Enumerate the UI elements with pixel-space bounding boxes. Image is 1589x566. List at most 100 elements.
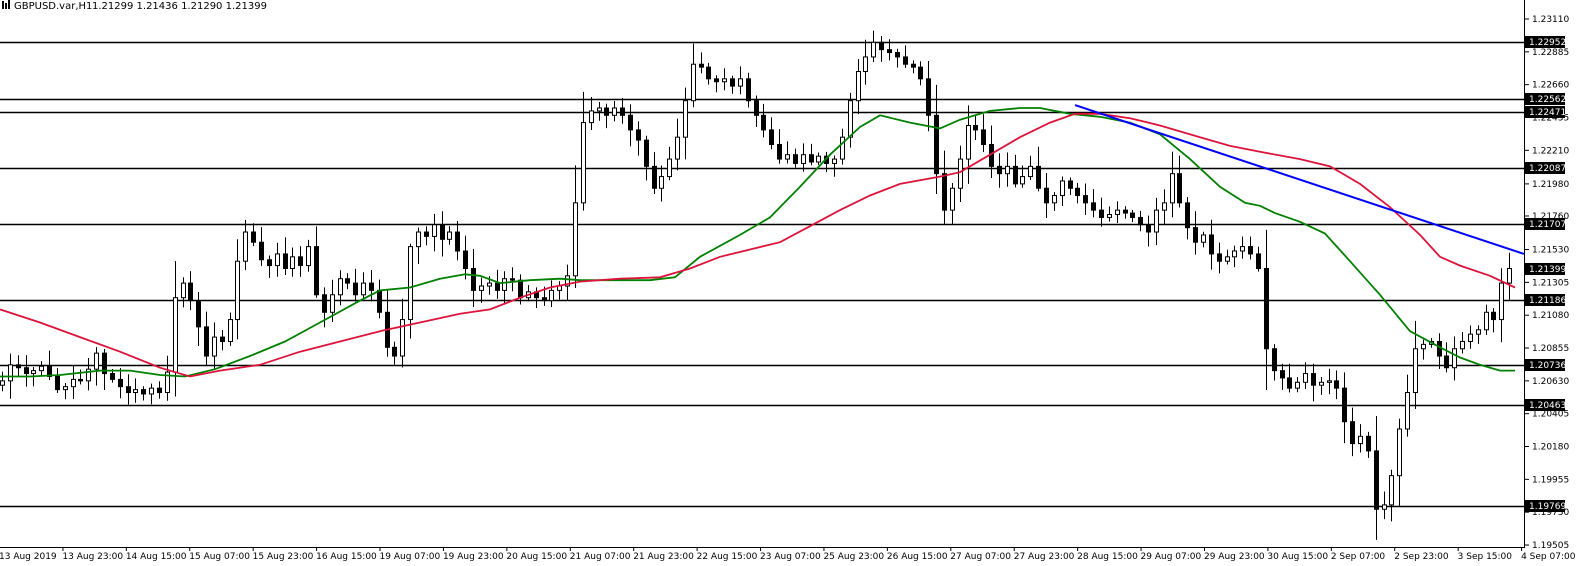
candle-bear	[345, 278, 350, 284]
candle-bull	[581, 122, 586, 204]
candle-bear	[47, 365, 52, 377]
candle-bear	[911, 63, 916, 68]
candle-bull	[871, 41, 876, 58]
candle-bull	[565, 275, 570, 287]
candle-bull	[612, 107, 617, 116]
candle-bear	[314, 246, 319, 296]
candle-bull	[1154, 209, 1159, 233]
price-tick-label: 1.23110	[1532, 15, 1569, 25]
candle-bull	[589, 110, 594, 124]
time-tick-label: 29 Aug 07:00	[1141, 552, 1202, 562]
time-tick-label: 23 Aug 07:00	[760, 552, 821, 562]
candle-bull	[1232, 250, 1237, 258]
candle-bear	[628, 114, 633, 131]
indicator-lines	[0, 104, 1525, 378]
candle-bear	[918, 66, 923, 80]
candle-bear	[126, 386, 131, 394]
candle-bear	[110, 373, 115, 380]
candle-bear	[424, 231, 429, 237]
candle-bull	[290, 256, 295, 270]
candle-bear	[322, 294, 327, 313]
candle-bull	[1327, 380, 1332, 383]
candle-bear	[754, 100, 759, 116]
price-level-tag-label: 1.22562	[1529, 95, 1566, 105]
time-tick-label: 27 Aug 23:00	[1014, 552, 1075, 562]
candle-bear	[636, 129, 641, 141]
candle-bull	[722, 78, 727, 83]
candle-bear	[392, 346, 397, 357]
price-level-tag-label: 1.22087	[1529, 164, 1566, 174]
price-tick-label: 1.21980	[1532, 180, 1569, 190]
candle-bull	[801, 154, 806, 164]
time-tick-label: 19 Aug 07:00	[380, 552, 441, 562]
candle-bear	[369, 282, 374, 291]
time-tick-label: 21 Aug 07:00	[570, 552, 631, 562]
candle-bear	[220, 336, 225, 342]
price-tick-label: 1.19730	[1532, 508, 1569, 518]
candle-bear	[102, 352, 107, 375]
candle-bull	[683, 100, 688, 138]
time-tick-label: 15 Aug 23:00	[253, 552, 314, 562]
candle-bull	[1295, 381, 1300, 389]
price-level-tag-label: 1.21186	[1529, 296, 1566, 306]
candle-bull	[181, 282, 186, 299]
price-level-tags: 1.22952 1.22562 1.22471 1.22087 1.21707 1.213…	[1525, 36, 1566, 512]
candle-bull	[816, 155, 821, 163]
candle-bear	[440, 224, 445, 240]
candle-bull	[785, 154, 790, 160]
candle-bear	[1138, 216, 1143, 226]
candle-bear	[141, 389, 146, 395]
candle-bear	[777, 143, 782, 160]
candle-bull	[173, 297, 178, 373]
candle-bear	[1280, 370, 1285, 379]
candle-bear	[1177, 173, 1182, 204]
candle-bear	[251, 231, 256, 243]
candle-bull	[400, 319, 405, 357]
candle-bear	[652, 165, 657, 189]
candle-bear	[1374, 450, 1379, 510]
price-tick-label: 1.20405	[1532, 410, 1569, 420]
candle-bear	[973, 125, 978, 131]
time-tick-label: 13 Aug 23:00	[62, 552, 123, 562]
candle-bear	[1193, 227, 1198, 243]
candle-bear	[997, 165, 1002, 175]
candle-bull	[950, 187, 955, 211]
candle-bull	[1460, 340, 1465, 350]
candle-bear	[196, 300, 201, 328]
candle-bear	[1083, 195, 1088, 204]
candle-bear	[463, 250, 468, 270]
time-tick-label: 13 Aug 2019	[0, 552, 57, 562]
candle-bull	[1028, 165, 1033, 178]
candle-bear	[714, 78, 719, 83]
candle-bull	[1162, 202, 1167, 211]
price-tick-label: 1.20630	[1532, 377, 1569, 387]
candle-bull	[94, 352, 99, 370]
candle-bull	[71, 378, 76, 388]
price-tick-label: 1.21080	[1532, 311, 1569, 321]
candle-bull	[447, 231, 452, 240]
time-tick-label: 25 Aug 23:00	[823, 552, 884, 562]
candle-bull	[1225, 256, 1230, 262]
candle-bear	[1075, 187, 1080, 197]
candle-bull	[1476, 329, 1481, 335]
candle-bull	[235, 260, 240, 321]
price-level-tag	[1525, 218, 1565, 230]
candle-bull	[1303, 373, 1308, 383]
candle-bear	[1334, 380, 1339, 389]
candle-bear	[903, 56, 908, 65]
time-tick-label: 15 Aug 07:00	[189, 552, 250, 562]
price-level-tag-label: 1.21707	[1529, 220, 1566, 230]
candle-bull	[39, 365, 44, 372]
candle-bear	[471, 268, 476, 291]
candle-bear	[1146, 224, 1151, 233]
candle-bear	[809, 154, 814, 163]
candle-bear	[1091, 202, 1096, 211]
candle-bull	[832, 158, 837, 164]
candle-bear	[1491, 311, 1496, 321]
candle-bull	[1499, 282, 1504, 321]
price-level-tag	[1525, 263, 1565, 275]
candle-bull	[840, 136, 845, 160]
price-level-tag-label: 1.21399	[1529, 265, 1566, 275]
